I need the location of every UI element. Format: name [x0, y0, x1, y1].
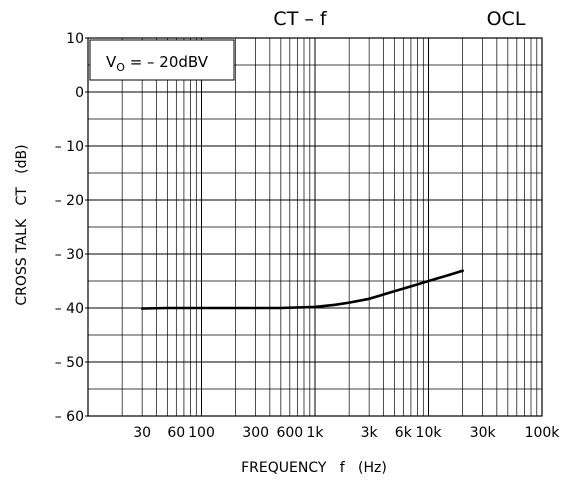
x-tick-label: 6k [395, 425, 413, 441]
annotation-box-frame [89, 39, 235, 81]
annotation-vo: VO = – 20dBV [106, 53, 209, 74]
plot-frame [87, 37, 543, 417]
x-tick-label: 10k [416, 425, 443, 441]
annotation-subscript: O [116, 61, 125, 74]
x-tick-label: 600 [276, 425, 303, 441]
x-tick-label: 100k [525, 425, 561, 441]
x-tick-label: 30 [133, 425, 151, 441]
x-axis-label: FREQUENCY f (Hz) [241, 460, 387, 476]
x-tick-label: 300 [242, 425, 269, 441]
series-line [140, 269, 465, 310]
y-tick-label: 0 [75, 85, 84, 101]
annotation-suffix: = – 20dBV [125, 53, 209, 71]
x-tick-label: 60 [167, 425, 185, 441]
annotation-box: VO = – 20dBV [89, 39, 235, 81]
y-axis-label: CROSS TALK CT (dB) [14, 144, 30, 305]
y-tick-label: 10 [66, 31, 84, 47]
x-tick-label: 100 [188, 425, 215, 441]
y-tick-label: – 10 [55, 139, 84, 155]
annotation-prefix: V [106, 53, 117, 71]
x-tick-label: 30k [470, 425, 497, 441]
y-tick-label: – 50 [55, 355, 84, 371]
series-layer [140, 269, 465, 310]
y-tick-label: – 30 [55, 247, 84, 263]
y-tick-label: – 40 [55, 301, 84, 317]
corner-label: OCL [487, 8, 526, 30]
x-tick-labels: 30 60 100 300 600 1k 3k 6k 10k 30k 100k [133, 425, 560, 441]
y-tick-label: – 60 [55, 409, 84, 425]
chart-title: CT – f [273, 8, 327, 30]
grid [88, 38, 542, 416]
y-tick-labels: 10 0 – 10 – 20 – 30 – 40 – 50 – 60 [55, 31, 88, 425]
x-tick-label: 1k [306, 425, 324, 441]
y-tick-label: – 20 [55, 193, 84, 209]
x-tick-label: 3k [361, 425, 379, 441]
